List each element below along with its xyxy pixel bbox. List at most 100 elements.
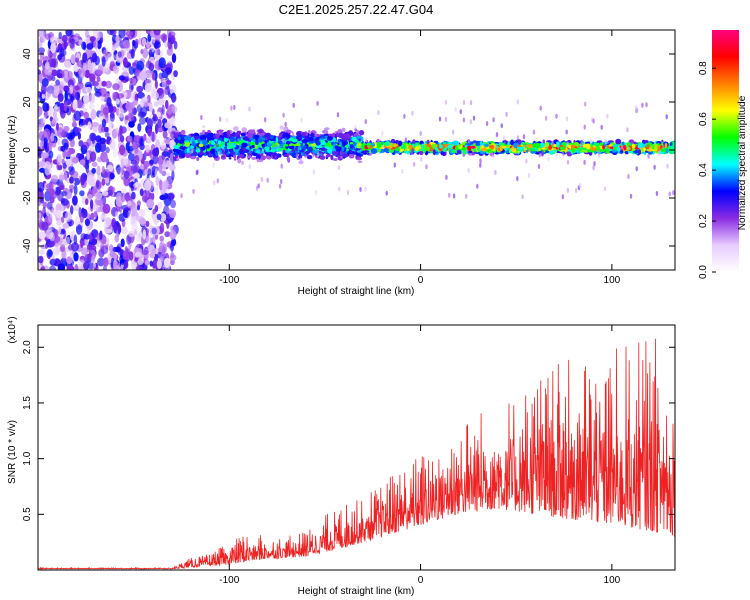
spectrogram-cell	[278, 147, 283, 152]
spectrogram-cell	[47, 249, 53, 258]
spectrogram-cell	[103, 222, 109, 228]
spectrogram-cell	[42, 201, 47, 209]
spectrogram-cell	[149, 49, 153, 57]
spectrogram-cell	[117, 51, 122, 58]
spectrogram-cell	[452, 140, 459, 146]
spectrogram-cell	[137, 111, 146, 118]
spectrogram-cell	[86, 151, 90, 160]
spectrogram-cell	[255, 140, 259, 145]
spectrogram-cell	[79, 118, 87, 126]
spectrogram-cell	[286, 129, 291, 133]
spectrogram-cell	[123, 76, 130, 82]
spectrogram-cell	[213, 138, 218, 142]
spectrogram-cell	[172, 148, 179, 153]
spectrogram-cell	[118, 75, 126, 81]
spectrogram-cell	[42, 128, 51, 139]
spectrogram-cell	[142, 229, 147, 240]
spectrogram-cell	[91, 52, 98, 63]
spectrogram-cell	[56, 155, 62, 166]
spectrogram-cell	[151, 227, 157, 235]
spectrogram-cell	[144, 82, 152, 93]
spectrogram-cell	[99, 230, 103, 240]
spectrogram-cell	[158, 57, 166, 69]
spectrogram-cell	[177, 134, 183, 138]
spectrogram-cell	[160, 251, 166, 261]
spectrogram-cell	[96, 165, 101, 177]
spectrogram-cell	[332, 137, 336, 143]
spectrogram-cell	[208, 140, 212, 144]
spectrogram-cell	[50, 132, 55, 142]
spectrogram-cell	[121, 192, 126, 203]
spectrogram-cell	[45, 229, 54, 239]
spectrogram-cell	[159, 235, 164, 242]
spectrogram-cell	[327, 147, 333, 154]
spectrogram-cell	[60, 198, 69, 206]
spectrogram-cell	[137, 205, 140, 211]
spectrogram-cell	[165, 99, 169, 110]
spectrogram-cell	[102, 106, 110, 116]
spectrogram-cell	[40, 84, 47, 95]
spectrogram-cell	[56, 220, 63, 226]
spectrogram-cell	[198, 143, 204, 147]
spectrogram-cell	[119, 125, 123, 136]
spectrogram-cell	[123, 209, 129, 219]
spectrogram-cell	[136, 200, 141, 207]
spectrogram-cell	[135, 251, 141, 258]
spectrogram-cell	[335, 151, 339, 156]
spectrogram-cell	[131, 215, 136, 225]
spectrogram-cell	[360, 153, 363, 157]
spectrogram-cell	[157, 87, 165, 99]
spectrogram-cell	[49, 241, 55, 248]
spectrogram-cell	[57, 127, 64, 138]
spectrogram-cell	[95, 192, 103, 201]
spectrogram-cell	[131, 191, 136, 200]
spectrogram-cell	[99, 215, 106, 221]
spectrogram-cell	[171, 105, 178, 114]
spectrogram-cell	[122, 127, 126, 134]
spectrogram-cell	[69, 39, 75, 49]
spectrogram-cell	[97, 175, 102, 182]
spectrogram-cell	[185, 153, 192, 158]
spectrogram-cell	[122, 39, 130, 49]
spectrogram-cell	[134, 154, 140, 166]
spectrogram-cell	[358, 130, 365, 136]
spectrogram-cell	[135, 265, 143, 270]
spectrogram-cell	[46, 201, 53, 210]
spectrogram-cell	[109, 139, 116, 150]
spectrogram-cell	[63, 101, 68, 112]
spectrogram-cell	[171, 94, 177, 103]
spectrogram-cell	[143, 163, 148, 171]
spectrogram-cell	[323, 127, 330, 131]
spectrogram-cell	[169, 209, 177, 219]
spectrogram-cell	[135, 181, 139, 188]
spectrogram-cell	[320, 147, 326, 152]
spectrogram-cell	[103, 257, 109, 267]
spectrogram-cell	[190, 133, 194, 137]
spectrogram-cell	[322, 129, 329, 134]
spectrogram-cell	[294, 150, 298, 154]
spectrogram-cell	[89, 199, 94, 210]
spectrogram-cell	[46, 183, 54, 190]
spectrogram-cell	[573, 142, 580, 147]
spectrogram-cell	[105, 146, 110, 154]
spectrogram-cell	[153, 30, 161, 36]
spectrogram-cell	[62, 162, 67, 169]
spectrogram-cell	[69, 138, 76, 148]
spectrogram-cell	[132, 78, 137, 86]
spectrogram-cell	[240, 132, 246, 137]
spectrogram-cell	[164, 122, 171, 129]
spectrogram-cell	[342, 141, 347, 147]
spectrogram-cell	[252, 138, 256, 142]
spectrogram-cell	[139, 188, 144, 197]
spectrogram-cell	[518, 139, 522, 145]
spectrogram-cell	[337, 138, 341, 145]
spectrogram-cell	[102, 203, 111, 214]
spectrogram-cell	[186, 147, 190, 153]
spectrogram-cell	[602, 144, 605, 150]
spectrogram-cell	[542, 139, 545, 144]
spectrogram-cell	[269, 149, 276, 153]
spectrogram-cell	[221, 144, 226, 148]
spectrogram-cell	[432, 149, 436, 156]
spectrogram-cell	[149, 103, 153, 113]
spectrogram-cell	[180, 129, 186, 136]
